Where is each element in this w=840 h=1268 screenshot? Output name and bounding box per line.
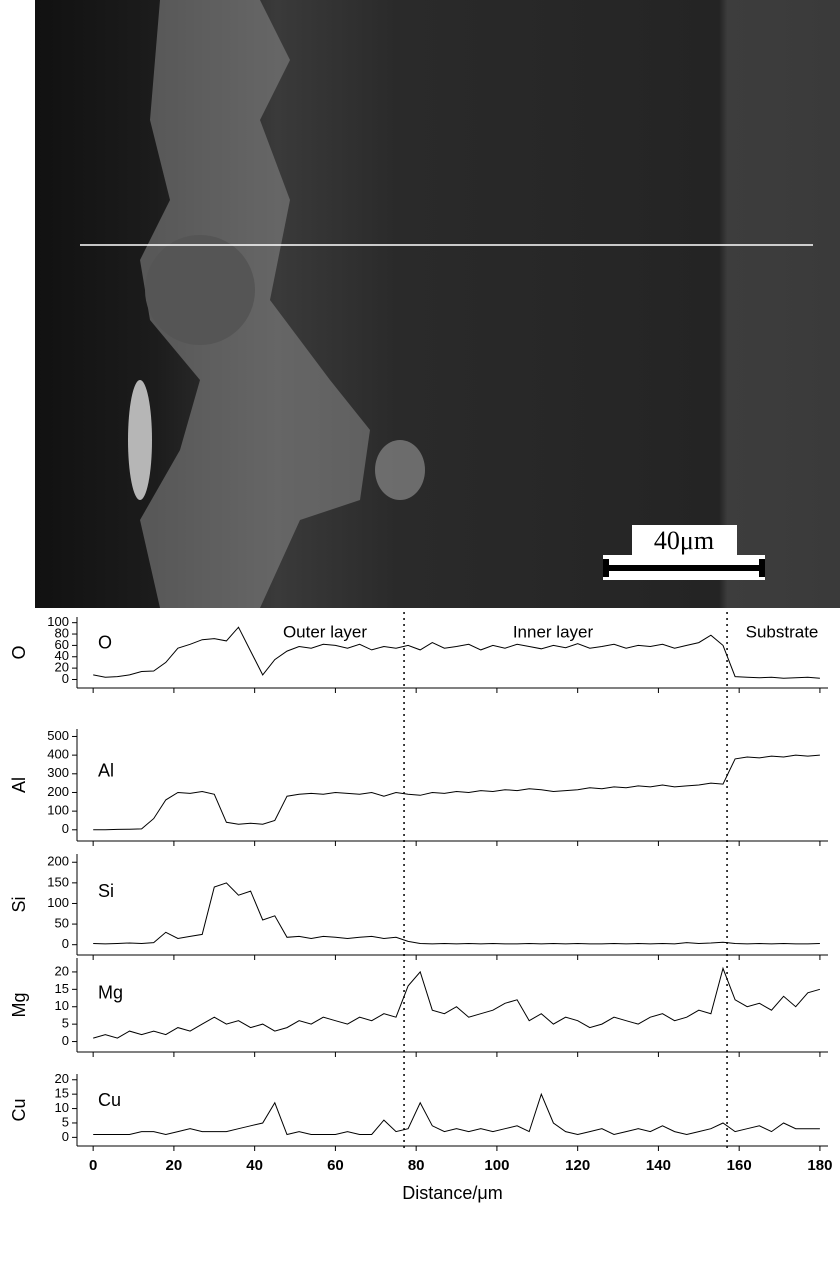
series-label: Si [98,881,114,901]
y-tick-label: 20 [55,660,69,675]
y-axis-label: O [9,645,29,659]
series-label: Cu [98,1090,121,1110]
series-label: Mg [98,982,123,1002]
y-tick-label: 15 [55,981,69,996]
y-tick-label: 20 [55,963,69,978]
x-axis-label: Distance/μm [402,1183,502,1203]
series-line [93,882,820,945]
sem-image: 40μm [35,0,840,608]
y-tick-label: 0 [62,671,69,686]
y-tick-label: 100 [47,895,69,910]
y-tick-label: 0 [62,1033,69,1048]
series-line [93,1092,820,1136]
y-tick-label: 300 [47,765,69,780]
y-tick-label: 5 [62,1016,69,1031]
layer-annotation: Substrate [746,622,819,641]
series-line [93,626,820,679]
y-tick-label: 100 [47,803,69,818]
y-axis-label: Si [9,896,29,912]
x-tick-label: 40 [246,1157,263,1174]
y-axis-label: Cu [9,1098,29,1121]
y-tick-label: 400 [47,747,69,762]
y-tick-label: 0 [62,821,69,836]
y-tick-label: 40 [55,648,69,663]
x-tick-label: 120 [565,1157,590,1174]
series-label: Al [98,760,114,780]
series-line [93,966,821,1039]
x-tick-label: 160 [727,1157,752,1174]
scale-bar-label: 40μm [654,526,714,555]
y-tick-label: 50 [55,916,69,931]
x-tick-label: 140 [646,1157,671,1174]
y-axis-label: Mg [9,992,29,1017]
series-label: O [98,633,112,653]
y-tick-label: 0 [62,936,69,951]
series-line [93,754,820,831]
y-tick-label: 5 [62,1114,69,1129]
x-tick-label: 100 [484,1157,509,1174]
y-tick-label: 10 [55,1100,69,1115]
y-tick-label: 100 [47,614,69,629]
layer-annotation: Inner layer [513,622,594,641]
y-tick-label: 20 [55,1071,69,1086]
x-tick-label: 0 [89,1157,97,1174]
y-tick-label: 200 [47,784,69,799]
x-tick-label: 180 [807,1157,832,1174]
y-tick-label: 10 [55,998,69,1013]
layer-annotation: Outer layer [283,622,367,641]
y-axis-label: Al [9,777,29,793]
y-tick-label: 500 [47,728,69,743]
x-tick-label: 60 [327,1157,344,1174]
y-tick-label: 60 [55,637,69,652]
y-tick-label: 150 [47,874,69,889]
x-tick-label: 20 [166,1157,183,1174]
y-tick-label: 0 [62,1129,69,1144]
y-tick-label: 200 [47,854,69,869]
y-tick-label: 80 [55,625,69,640]
x-tick-label: 80 [408,1157,425,1174]
y-tick-label: 15 [55,1086,69,1101]
